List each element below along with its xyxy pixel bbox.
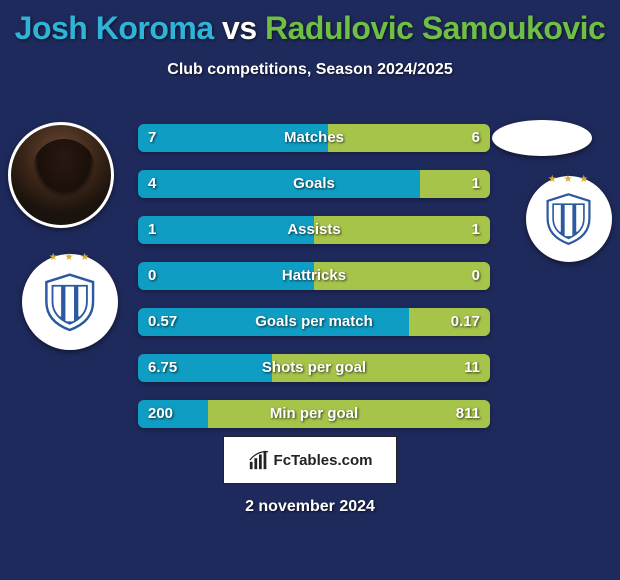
shield-icon (39, 271, 100, 332)
stat-row: 0.570.17Goals per match (138, 308, 490, 336)
date-text: 2 november 2024 (0, 498, 620, 516)
chart-icon (248, 449, 270, 471)
stat-row: 76Matches (138, 124, 490, 152)
stat-row: 200811Min per goal (138, 400, 490, 428)
stat-row: 11Assists (138, 216, 490, 244)
player1-club-badge: ★ ★ ★ (22, 254, 118, 350)
bar-label: Goals (138, 170, 490, 198)
bar-label: Matches (138, 124, 490, 152)
bar-label: Assists (138, 216, 490, 244)
footer-brand: FcTables.com (223, 436, 397, 484)
stat-row: 6.7511Shots per goal (138, 354, 490, 382)
title-player1: Josh Koroma (15, 10, 214, 46)
badge-stars: ★ ★ ★ (548, 174, 590, 185)
title-vs: vs (222, 10, 257, 46)
infographic: Josh Koroma vs Radulovic Samoukovic Club… (0, 0, 620, 580)
footer-brand-text: FcTables.com (274, 452, 373, 469)
shield-icon (541, 191, 596, 246)
stat-row: 00Hattricks (138, 262, 490, 290)
bar-label: Min per goal (138, 400, 490, 428)
badge-stars: ★ ★ ★ (49, 252, 91, 263)
bar-label: Hattricks (138, 262, 490, 290)
player2-club-badge: ★ ★ ★ (526, 176, 612, 262)
stat-bars: 76Matches 41Goals 11Assists 00Hattricks 0.57… (138, 124, 490, 446)
page-title: Josh Koroma vs Radulovic Samoukovic (0, 0, 620, 47)
title-player2: Radulovic Samoukovic (265, 10, 605, 46)
bar-label: Goals per match (138, 308, 490, 336)
subtitle: Club competitions, Season 2024/2025 (0, 61, 620, 79)
player1-avatar (8, 122, 114, 228)
player2-avatar-placeholder (492, 120, 592, 156)
stat-row: 41Goals (138, 170, 490, 198)
bar-label: Shots per goal (138, 354, 490, 382)
